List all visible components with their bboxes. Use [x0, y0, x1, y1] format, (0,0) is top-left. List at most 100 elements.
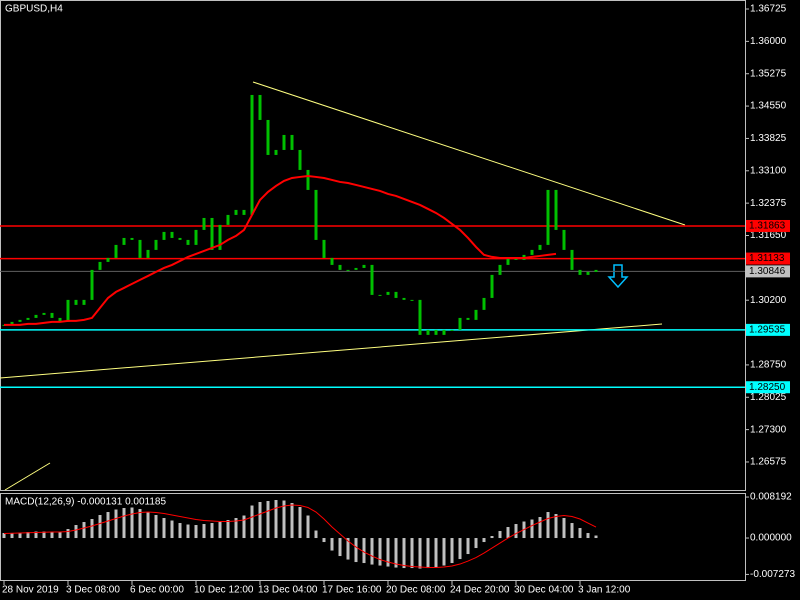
macd-bar [146, 512, 150, 539]
macd-bar [482, 538, 486, 543]
candle [146, 249, 150, 258]
candle [282, 134, 286, 150]
macd-bar [242, 515, 246, 539]
macd-bar [450, 538, 454, 564]
macd-bar [474, 538, 478, 549]
candle [218, 224, 222, 250]
candle [346, 269, 350, 271]
level-label-box [746, 252, 790, 265]
macd-bar [290, 503, 294, 539]
macd-bar [370, 538, 374, 565]
macd-bar [218, 522, 222, 539]
macd-bar [82, 522, 86, 539]
macd-bar [42, 531, 46, 539]
candle [26, 317, 30, 320]
candle [122, 237, 126, 245]
candle [386, 291, 390, 295]
macd-bar [114, 509, 118, 539]
macd-bar [234, 518, 238, 539]
macd-bar [258, 502, 262, 539]
x-tick-label: 28 Nov 2019 [2, 585, 59, 596]
candle [474, 309, 478, 320]
macd-bar [402, 538, 406, 569]
candle [82, 299, 86, 305]
macd-bar [210, 523, 214, 539]
level-label-box [746, 323, 790, 336]
candle [490, 274, 494, 298]
macd-bar [90, 519, 94, 539]
macd-bar [442, 538, 446, 566]
macd-bar [250, 505, 254, 539]
candle [434, 329, 438, 335]
candle [298, 149, 302, 170]
x-tick-label: 17 Dec 16:00 [322, 585, 382, 596]
candle [266, 119, 270, 155]
candle [362, 264, 366, 268]
y-tick-label: 1.27300 [750, 424, 787, 435]
candle [546, 189, 550, 245]
candle [570, 249, 574, 270]
x-tick-label: 3 Jan 12:00 [578, 585, 631, 596]
candle [426, 329, 430, 335]
macd-bar [322, 538, 326, 543]
trend-line [0, 323, 663, 379]
candle [114, 244, 118, 258]
candle [538, 244, 542, 250]
macd-bar [490, 536, 494, 539]
macd-bar [18, 532, 22, 539]
macd-bar [50, 532, 54, 539]
candle [274, 149, 278, 155]
macd-bar [106, 512, 110, 539]
macd-bar [418, 538, 422, 569]
macd-bar [202, 524, 206, 539]
macd-bar [2, 533, 6, 539]
macd-bar [282, 500, 286, 539]
macd-bar [378, 538, 382, 566]
chart-title: GBPUSD,H4 [5, 4, 63, 15]
macd-bar [138, 509, 142, 539]
x-tick-label: 20 Dec 08:00 [386, 585, 446, 596]
candle [482, 297, 486, 310]
candle [330, 257, 334, 265]
candle [450, 329, 454, 331]
macd-title: MACD(12,26,9) -0.000131 0.001185 [5, 497, 166, 508]
macd-bar [298, 507, 302, 539]
candle [210, 217, 214, 250]
macd-bar [26, 532, 30, 539]
macd-bar [226, 520, 230, 539]
macd-bar [58, 532, 62, 539]
y-tick-label: 1.32375 [750, 198, 787, 209]
macd-bar [458, 538, 462, 560]
level-label: 1.31133 [749, 253, 785, 264]
candle [138, 239, 142, 258]
y-tick-label: 1.36725 [750, 4, 787, 15]
candle [250, 94, 254, 215]
x-tick-label: 30 Dec 04:00 [514, 585, 574, 596]
y-tick-label: 1.31650 [750, 230, 787, 241]
candle [530, 249, 534, 255]
candle [178, 237, 182, 240]
macd-bar [34, 531, 38, 539]
y-tick-label: -0.007273 [750, 569, 795, 580]
macd-bar [314, 530, 318, 539]
macd-bar [570, 523, 574, 539]
macd-bar [130, 507, 134, 539]
y-tick-label: 1.33825 [750, 133, 787, 144]
candle [306, 169, 310, 190]
level-label: 1.28250 [749, 382, 786, 393]
trend-line [4, 462, 51, 491]
macd-bar [274, 500, 278, 539]
candle [498, 264, 502, 275]
macd-bar [410, 538, 414, 569]
candle [562, 229, 566, 250]
candle [106, 257, 110, 262]
level-label: 1.31863 [749, 221, 786, 232]
candle [394, 291, 398, 298]
macd-bar [162, 518, 166, 539]
macd-bar [466, 538, 470, 555]
y-tick-label: 0.008192 [750, 492, 792, 503]
candle [402, 297, 406, 300]
candle [458, 317, 462, 330]
